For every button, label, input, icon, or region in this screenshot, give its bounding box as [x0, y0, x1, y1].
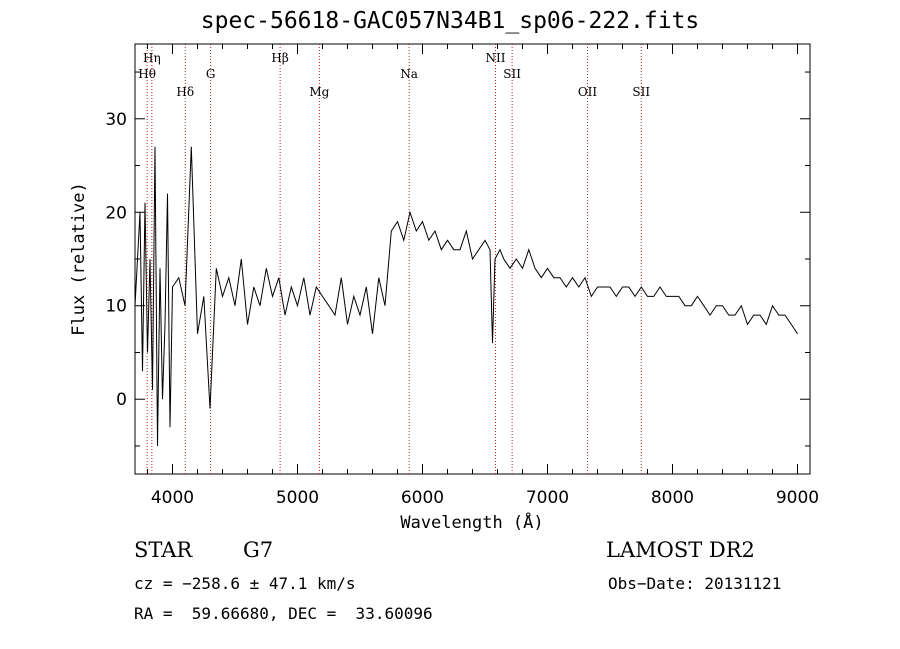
y-tick-label: 0 [116, 390, 127, 410]
x-tick-label: 5000 [276, 488, 319, 508]
object-class: STAR [134, 538, 193, 562]
line-label: OII [578, 85, 598, 99]
y-axis-label: Flux (relative) [69, 182, 89, 336]
coordinates: RA = 59.66680, DEC = 33.60096 [134, 604, 433, 623]
emission-lines: Hη Hθ Hδ G Hβ Mg Na NII SII OII SII [138, 44, 650, 474]
y-tick-label: 20 [105, 203, 127, 223]
line-label: Hθ [138, 67, 156, 81]
line-label: Na [400, 67, 418, 81]
x-axis-label: Wavelength (Å) [400, 511, 543, 533]
line-label: G [206, 67, 216, 81]
y-tick-label: 30 [105, 110, 127, 130]
redshift-text: cz = −258.6 ± 47.1 km/s [134, 574, 356, 593]
survey-label: LAMOST DR2 [606, 538, 755, 562]
line-label: Mg [309, 85, 329, 99]
x-tick-label: 8000 [651, 488, 694, 508]
axis-ticks: 4000 5000 6000 7000 8000 9000 0 10 20 30 [105, 44, 819, 508]
line-label: Hδ [176, 85, 194, 99]
obs-date: Obs−Date: 20131121 [608, 574, 782, 593]
spectrum-line [134, 146, 798, 447]
line-label: SII [503, 67, 521, 81]
y-tick-label: 10 [105, 297, 127, 317]
line-label: SII [632, 85, 650, 99]
line-label: NII [486, 51, 506, 65]
x-tick-label: 9000 [776, 488, 819, 508]
line-label: Hβ [271, 51, 288, 65]
line-label: Hη [143, 51, 161, 65]
x-tick-label: 4000 [151, 488, 194, 508]
object-subclass: G7 [243, 538, 274, 562]
x-tick-label: 6000 [401, 488, 444, 508]
chart-title: spec-56618-GAC057N34B1_sp06-222.fits [200, 8, 700, 34]
x-tick-label: 7000 [526, 488, 569, 508]
